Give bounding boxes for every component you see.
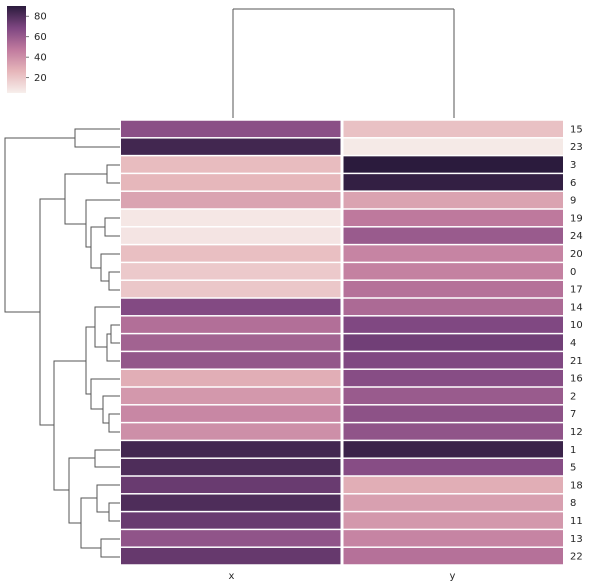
heatmap-cell-3-y bbox=[343, 156, 563, 173]
heatmap-cell-15-x bbox=[121, 120, 341, 138]
heatmap-cell-9-x bbox=[121, 191, 341, 209]
row-label: 17 bbox=[570, 285, 583, 296]
heatmap-cell-4-y bbox=[343, 334, 563, 351]
heatmap-cell-21-x bbox=[121, 352, 341, 369]
heatmap-cell-13-y bbox=[343, 530, 563, 547]
row-label: 16 bbox=[570, 374, 583, 385]
row-label: 6 bbox=[570, 178, 576, 189]
heatmap-cell-2-x bbox=[121, 387, 341, 405]
row-label: 3 bbox=[570, 160, 576, 171]
heatmap-cell-22-y bbox=[343, 547, 563, 565]
heatmap bbox=[121, 120, 563, 565]
heatmap-cell-2-y bbox=[343, 387, 563, 405]
heatmap-cell-18-x bbox=[121, 476, 341, 494]
heatmap-cell-4-x bbox=[121, 334, 341, 351]
row-label: 7 bbox=[570, 409, 576, 420]
row-label: 5 bbox=[570, 463, 576, 474]
heatmap-cell-8-y bbox=[343, 494, 563, 511]
heatmap-cell-23-x bbox=[121, 138, 341, 155]
row-label: 18 bbox=[570, 480, 583, 491]
heatmap-cell-20-x bbox=[121, 245, 341, 262]
heatmap-cell-10-y bbox=[343, 316, 563, 333]
colorbar: 20 40 60 80 bbox=[7, 6, 47, 93]
row-label: 21 bbox=[570, 356, 583, 367]
heatmap-cell-11-y bbox=[343, 512, 563, 529]
column-dendrogram bbox=[232, 8, 455, 118]
heatmap-cell-23-y bbox=[343, 138, 563, 155]
heatmap-cell-5-y bbox=[343, 458, 563, 476]
row-label: 22 bbox=[570, 552, 583, 563]
column-label: x bbox=[229, 571, 235, 582]
heatmap-cell-1-y bbox=[343, 441, 563, 458]
heatmap-cell-6-x bbox=[121, 174, 341, 191]
heatmap-cell-19-y bbox=[343, 209, 563, 227]
heatmap-cell-7-y bbox=[343, 405, 563, 422]
heatmap-cell-7-x bbox=[121, 405, 341, 422]
heatmap-cell-20-y bbox=[343, 245, 563, 262]
heatmap-cell-21-y bbox=[343, 352, 563, 369]
colorbar-tick-label: 80 bbox=[34, 12, 47, 23]
heatmap-cell-6-y bbox=[343, 174, 563, 191]
heatmap-cell-24-x bbox=[121, 227, 341, 244]
heatmap-cell-16-y bbox=[343, 369, 563, 387]
row-label: 11 bbox=[570, 516, 583, 527]
row-dendrogram bbox=[4, 128, 120, 558]
row-label: 13 bbox=[570, 534, 583, 545]
row-label: 1 bbox=[570, 445, 576, 456]
heatmap-cell-17-x bbox=[121, 280, 341, 298]
row-label: 23 bbox=[570, 142, 583, 153]
heatmap-cell-18-y bbox=[343, 476, 563, 494]
heatmap-cell-5-x bbox=[121, 458, 341, 476]
row-label: 4 bbox=[570, 338, 576, 349]
row-label: 19 bbox=[570, 213, 583, 224]
row-label: 9 bbox=[570, 196, 576, 207]
column-label: y bbox=[450, 571, 456, 582]
heatmap-cell-0-y bbox=[343, 263, 563, 280]
heatmap-cell-10-x bbox=[121, 316, 341, 333]
heatmap-cell-1-x bbox=[121, 441, 341, 458]
heatmap-cell-15-y bbox=[343, 120, 563, 138]
colorbar-tick-label: 40 bbox=[34, 53, 47, 64]
heatmap-cell-16-x bbox=[121, 369, 341, 387]
heatmap-cell-17-y bbox=[343, 280, 563, 298]
colorbar-gradient bbox=[7, 6, 26, 93]
heatmap-cell-12-x bbox=[121, 423, 341, 440]
row-label: 20 bbox=[570, 249, 583, 260]
row-label: 14 bbox=[570, 302, 583, 313]
heatmap-cell-0-x bbox=[121, 263, 341, 280]
heatmap-cell-3-x bbox=[121, 156, 341, 173]
heatmap-cell-13-x bbox=[121, 530, 341, 547]
heatmap-cell-22-x bbox=[121, 547, 341, 565]
row-label: 10 bbox=[570, 320, 583, 331]
heatmap-cell-9-y bbox=[343, 191, 563, 209]
colorbar-tick-label: 60 bbox=[34, 32, 47, 43]
row-label: 0 bbox=[570, 267, 576, 278]
row-label: 15 bbox=[570, 124, 583, 135]
heatmap-cell-19-x bbox=[121, 209, 341, 227]
heatmap-cell-8-x bbox=[121, 494, 341, 511]
row-label: 24 bbox=[570, 231, 583, 242]
heatmap-cell-11-x bbox=[121, 512, 341, 529]
heatmap-cell-14-x bbox=[121, 298, 341, 316]
row-label: 8 bbox=[570, 498, 576, 509]
row-label: 2 bbox=[570, 391, 576, 402]
heatmap-cell-12-y bbox=[343, 423, 563, 440]
heatmap-cell-24-y bbox=[343, 227, 563, 244]
heatmap-cell-14-y bbox=[343, 298, 563, 316]
colorbar-tick-label: 20 bbox=[34, 73, 47, 84]
row-label: 12 bbox=[570, 427, 583, 438]
